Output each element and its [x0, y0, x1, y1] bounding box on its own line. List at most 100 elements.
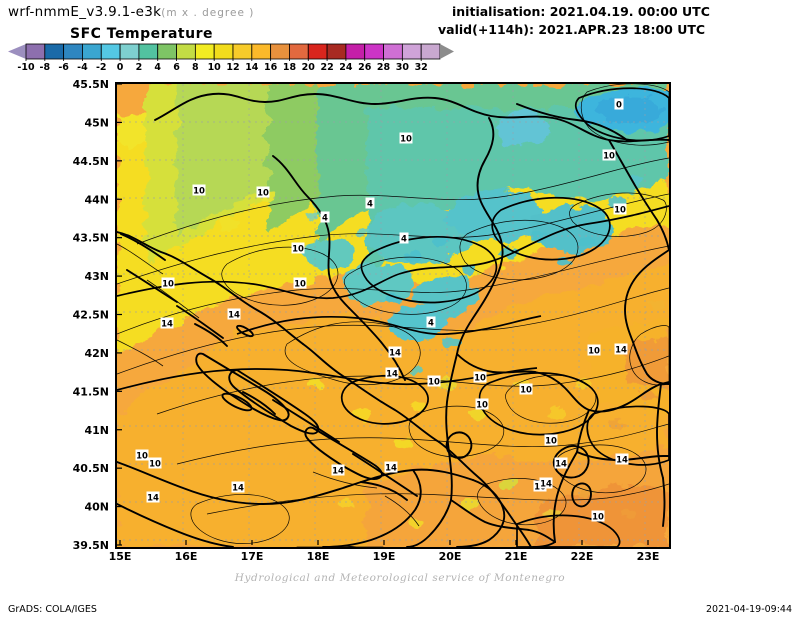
y-axis-label: 41.5N [73, 385, 109, 398]
colorbar-segments [8, 43, 454, 60]
contour-label: 10 [293, 277, 307, 289]
colorbar-segment [213, 43, 234, 60]
colorbar-segment [100, 43, 121, 60]
colorbar-tick-label: 22 [320, 62, 333, 72]
page-title: SFC Temperature [70, 26, 213, 42]
colorbar-tick-label: 18 [283, 62, 297, 72]
contour-label: 10 [544, 434, 558, 446]
colorbar-segment [383, 43, 403, 60]
svg-text:10: 10 [588, 346, 600, 356]
svg-text:10: 10 [614, 205, 626, 215]
colorbar-over-arrow [440, 44, 454, 59]
svg-text:14: 14 [385, 463, 397, 473]
contour-label: 14 [160, 317, 174, 329]
service-credit: Hydrological and Meteorological service … [234, 572, 566, 584]
colorbar-segment [63, 43, 83, 60]
svg-text:14: 14 [540, 479, 552, 489]
svg-text:4: 4 [428, 318, 434, 328]
initialisation-time: initialisation: 2021.04.19. 00:00 UTC [452, 4, 710, 19]
x-axis-label: 22E [571, 550, 594, 563]
colorbar-segment [289, 43, 309, 60]
colorbar-segment [176, 43, 196, 60]
svg-text:14: 14 [147, 493, 159, 503]
colorbar-tick-label: 10 [208, 62, 222, 72]
colorbar-segment [270, 43, 290, 60]
colorbar-tick-label: 16 [264, 62, 278, 72]
contour-label: 10 [602, 149, 616, 161]
svg-text:10: 10 [520, 385, 532, 395]
y-axis-label: 41N [84, 424, 109, 437]
contour-label: 14 [554, 457, 568, 469]
svg-text:10: 10 [428, 377, 440, 387]
svg-text:10: 10 [476, 400, 488, 410]
colorbar-tick-label: 8 [192, 62, 199, 72]
svg-text:14: 14 [232, 483, 244, 493]
svg-text:4: 4 [367, 199, 373, 209]
colorbar-segment [157, 43, 177, 60]
colorbar-tick-label: 12 [226, 62, 239, 72]
colorbar-segment [307, 43, 328, 60]
contour-label: 4 [365, 197, 375, 209]
colorbar-tick-label: 20 [302, 62, 316, 72]
colorbar-segment [44, 43, 65, 60]
svg-text:10: 10 [400, 134, 412, 144]
colorbar-tick-label: 28 [377, 62, 391, 72]
svg-text:10: 10 [545, 436, 557, 446]
contour-label: 10 [192, 184, 206, 196]
svg-text:14: 14 [389, 348, 401, 358]
colorbar-tick-label: 32 [415, 62, 428, 72]
colorbar-segment [420, 43, 441, 60]
contour-label: 10 [427, 375, 441, 387]
x-axis-label: 21E [505, 550, 528, 563]
svg-text:14: 14 [228, 310, 240, 320]
svg-text:10: 10 [294, 279, 306, 289]
colorbar-segment [194, 43, 215, 60]
contour-label: 10 [475, 398, 489, 410]
colorbar-tick-label: 4 [154, 62, 161, 72]
grads-attribution: GrADS: COLA/IGES [8, 604, 97, 615]
colorbar-tick-label: 26 [358, 62, 372, 72]
svg-text:10: 10 [149, 459, 161, 469]
y-axis-label: 45.5N [73, 78, 109, 91]
temperature-map[interactable]: 10 10 10 10 4 4 4 10 14 14 10 0 10 10 4 14 10 14 10 10 10 10 1… [115, 82, 671, 549]
colorbar-tick-label: 14 [245, 62, 259, 72]
colorbar-segment [364, 43, 384, 60]
contour-label: 10 [256, 186, 270, 198]
contour-label: 4 [320, 211, 330, 223]
y-axis-label: 40.5N [73, 462, 109, 475]
contour-label: 14 [146, 491, 160, 503]
model-units: (m x . degree ) [161, 7, 255, 19]
svg-text:10: 10 [193, 186, 205, 196]
contour-label: 10 [135, 449, 149, 461]
y-axis-label: 44N [84, 193, 109, 206]
svg-text:10: 10 [162, 279, 174, 289]
contour-label: 10 [591, 510, 605, 522]
contour-label: 14 [539, 477, 553, 489]
colorbar-segment [401, 43, 422, 60]
colorbar-tick-label: -2 [96, 62, 107, 72]
contour-label: 10 [613, 203, 627, 215]
colorbar-segment [232, 43, 253, 60]
contour-label: 14 [388, 346, 402, 358]
svg-text:14: 14 [332, 466, 344, 476]
svg-text:14: 14 [161, 319, 173, 329]
colorbar-under-arrow [8, 44, 26, 59]
valid-time: valid(+114h): 2021.APR.23 18:00 UTC [438, 22, 706, 37]
colorbar-tick-label: -8 [40, 62, 51, 72]
y-axis-label: 44.5N [73, 155, 109, 168]
svg-text:10: 10 [257, 188, 269, 198]
y-axis-label: 39.5N [73, 539, 109, 552]
svg-text:14: 14 [615, 345, 627, 355]
colorbar-tick-label: 24 [339, 62, 353, 72]
temperature-colorbar: -10 -8 -6 -4 -2 0 2 4 6 8 10 12 14 16 18 20 22 24 26 28 30 32 [0, 42, 460, 72]
colorbar-tick-label: -6 [58, 62, 69, 72]
svg-text:4: 4 [322, 213, 328, 223]
contour-label: 14 [614, 343, 628, 355]
colorbar-segment [25, 43, 46, 60]
svg-text:10: 10 [603, 151, 615, 161]
contour-label: 10 [399, 132, 413, 144]
contour-label: 14 [231, 481, 245, 493]
contour-label: 4 [399, 232, 409, 244]
x-axis-label: 20E [439, 550, 462, 563]
